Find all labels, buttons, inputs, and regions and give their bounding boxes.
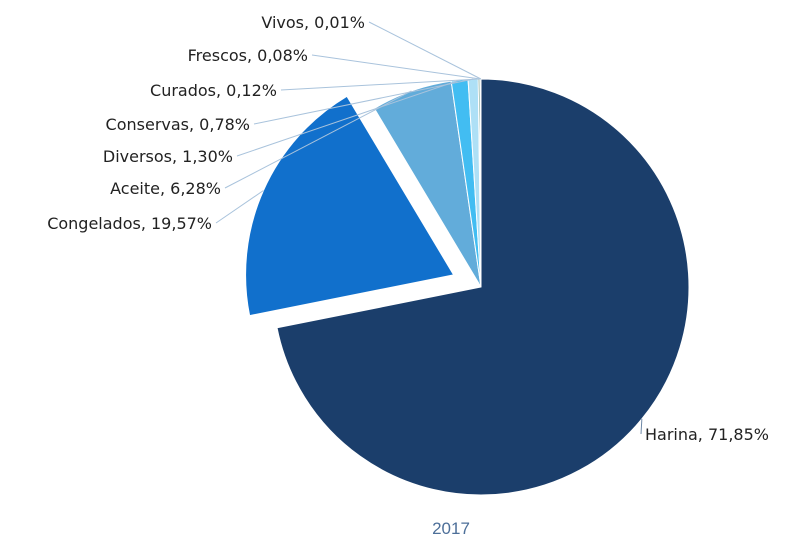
slice-label-curados: Curados, 0,12% xyxy=(150,81,277,100)
leader-line-conservas xyxy=(253,78,474,125)
slice-label-diversos: Diversos, 1,30% xyxy=(103,147,233,166)
leader-line-vivos xyxy=(368,21,482,80)
leader-line-frescos xyxy=(311,54,481,80)
pie-slice-harina xyxy=(276,78,690,496)
chart-caption: 2017 xyxy=(432,519,470,538)
slice-label-conservas: Conservas, 0,78% xyxy=(106,115,250,134)
slice-labels: Harina, 71,85% Congelados, 19,57% Aceite, … xyxy=(47,13,769,444)
slice-label-congelados: Congelados, 19,57% xyxy=(47,214,212,233)
pie-slice-congelados xyxy=(245,95,455,317)
slice-label-harina: Harina, 71,85% xyxy=(645,425,769,444)
leader-line-curados xyxy=(280,78,480,91)
leader-line-congelados xyxy=(215,190,264,224)
slice-label-vivos: Vivos, 0,01% xyxy=(261,13,365,32)
label-leader-lines xyxy=(215,21,643,435)
leader-line-diversos xyxy=(236,79,460,157)
slice-label-aceite: Aceite, 6,28% xyxy=(110,179,221,198)
pie-slices xyxy=(245,78,690,496)
slice-label-frescos: Frescos, 0,08% xyxy=(188,46,308,65)
leader-line-harina xyxy=(640,418,643,435)
